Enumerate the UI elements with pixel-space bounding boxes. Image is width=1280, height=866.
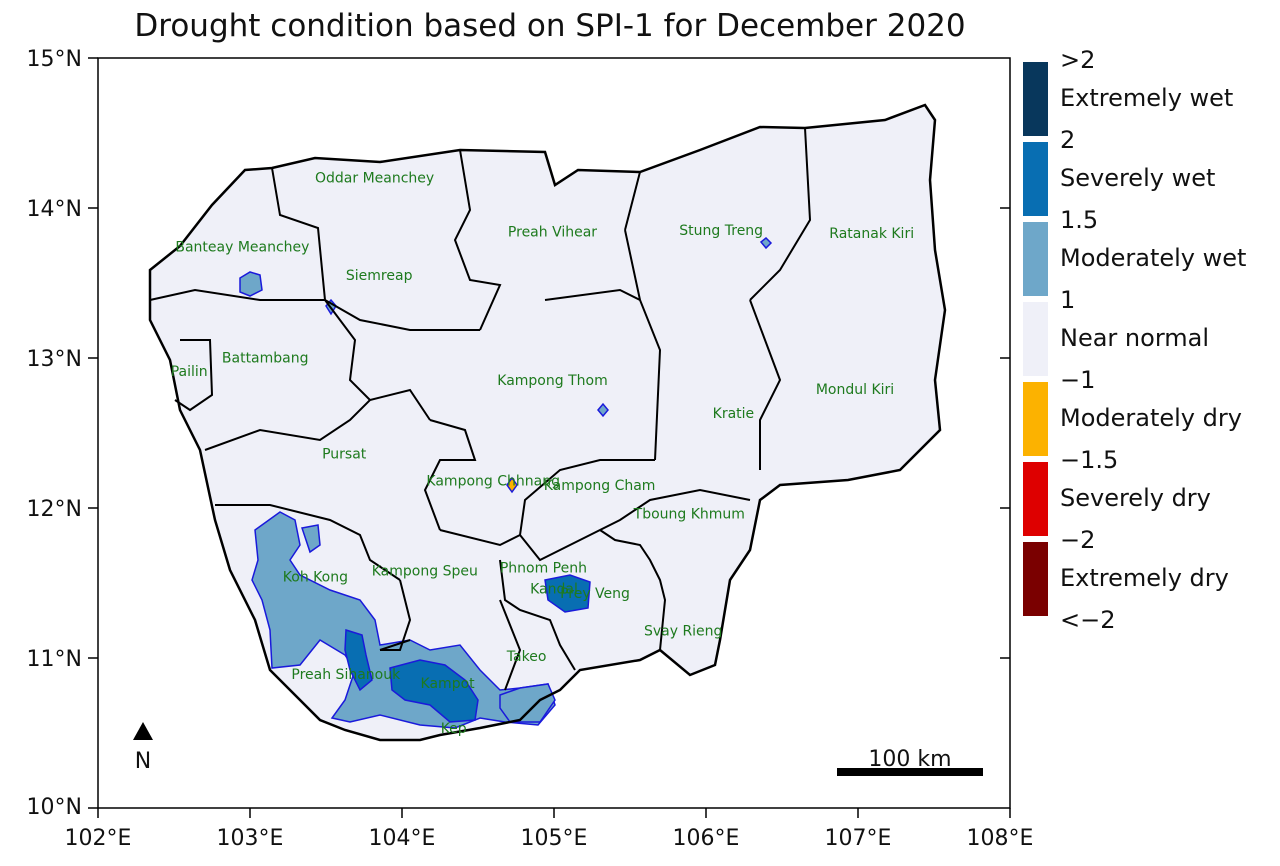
legend-boundary-label: >2 (1060, 46, 1095, 74)
province-label: Stung Treng (679, 223, 763, 239)
lat-tick-labels: 15°N 14°N 13°N 12°N 11°N 10°N (27, 47, 82, 820)
province-label: Kampot (421, 676, 476, 692)
north-arrow-icon (133, 722, 153, 740)
legend-swatch (1023, 382, 1048, 456)
scale-bar-label: 100 km (868, 747, 951, 772)
moderately-wet-patch-1 (239, 271, 263, 297)
lat-tick-label: 10°N (27, 795, 82, 820)
map-frame-border (97, 57, 1011, 809)
legend-swatch (1023, 142, 1048, 216)
province-label: Tboung Khmum (633, 507, 745, 523)
lat-tick-label: 13°N (27, 347, 82, 372)
lon-tick-label: 108°E (967, 826, 1034, 851)
province-label: Banteay Meanchey (175, 240, 309, 256)
legend-swatch (1023, 62, 1048, 136)
province-label: Takeo (506, 649, 547, 665)
province-labels: Oddar Meanchey Banteay Meanchey Siemreap Pr… (171, 171, 914, 738)
legend-swatch (1023, 302, 1048, 376)
province-label: Prey Veng (560, 586, 630, 602)
province-label: Kampong Thom (497, 373, 607, 389)
province-label: Kandal (530, 582, 578, 598)
moderately-wet-region (251, 511, 556, 729)
lon-tick-label: 104°E (369, 826, 436, 851)
lon-tick-label: 107°E (825, 826, 892, 851)
province-borders (149, 127, 812, 691)
legend-boundary-label: −1.5 (1060, 446, 1118, 474)
legend-category-label: Severely dry (1060, 484, 1211, 512)
legend-swatch (1023, 462, 1048, 536)
province-label: Kampong Cham (544, 478, 656, 494)
legend: Extremely wet Severely wet Moderately wet N… (1023, 46, 1246, 634)
legend-boundary-label: <−2 (1060, 606, 1116, 634)
lon-tick-label: 105°E (521, 826, 588, 851)
legend-boundary-label: −2 (1060, 526, 1095, 554)
lon-tick-labels: 102°E 103°E 104°E 105°E 106°E 107°E 108°… (65, 826, 1034, 851)
lat-tick-label: 14°N (27, 197, 82, 222)
scale-bar (837, 768, 983, 776)
legend-category-label: Severely wet (1060, 164, 1215, 192)
moderately-wet-dot-1 (597, 402, 609, 418)
country-near-normal-area (150, 105, 945, 740)
province-label: Oddar Meanchey (315, 171, 434, 187)
moderately-wet-patch-3 (499, 683, 556, 723)
province-label: Ratanak Kiri (829, 226, 914, 242)
legend-category-label: Extremely dry (1060, 564, 1229, 592)
severely-wet-region-b (389, 659, 479, 723)
legend-boundary-label: 2 (1060, 126, 1075, 154)
legend-boundary-label: 1 (1060, 286, 1075, 314)
legend-category-label: Near normal (1060, 324, 1209, 352)
province-label: Phnom Penh (500, 561, 587, 577)
province-label: Pursat (322, 447, 367, 463)
province-label: Koh Kong (283, 570, 348, 586)
province-label: Mondul Kiri (816, 382, 894, 398)
lon-tick-label: 102°E (65, 826, 132, 851)
province-label: Siemreap (346, 268, 413, 284)
lat-tick-label: 12°N (27, 497, 82, 522)
moderately-wet-patch-2 (301, 524, 321, 554)
lon-tick-label: 103°E (217, 826, 284, 851)
province-label: Kampong Chhnang (426, 474, 560, 490)
country-border (148, 103, 947, 742)
legend-category-label: Moderately dry (1060, 404, 1242, 432)
severely-wet-region-a (344, 628, 373, 692)
moderately-wet-dot-3 (759, 236, 773, 250)
province-label: Preah Vihear (508, 225, 597, 241)
province-label: Battambang (222, 351, 309, 367)
lat-tick-label: 11°N (27, 647, 82, 672)
lon-tick-label: 106°E (673, 826, 740, 851)
province-label: Svay Rieng (644, 624, 722, 640)
moderately-dry-dot (506, 476, 518, 494)
legend-swatch (1023, 542, 1048, 616)
map-title: Drought condition based on SPI-1 for Dec… (134, 8, 966, 44)
province-label: Kratie (713, 406, 755, 422)
lat-tick-label: 15°N (27, 47, 82, 72)
legend-category-label: Extremely wet (1060, 84, 1233, 112)
province-label: Preah Sihanouk (291, 667, 401, 683)
severely-wet-region-c (544, 574, 591, 613)
legend-category-label: Moderately wet (1060, 244, 1246, 272)
province-label: Kep (441, 721, 467, 737)
north-arrow-label: N (135, 749, 151, 774)
province-label: Pailin (171, 364, 208, 380)
legend-boundary-label: −1 (1060, 366, 1095, 394)
legend-swatch (1023, 222, 1048, 296)
legend-boundary-label: 1.5 (1060, 206, 1098, 234)
axis-ticks (88, 57, 1011, 818)
province-label: Kampong Speu (372, 564, 478, 580)
